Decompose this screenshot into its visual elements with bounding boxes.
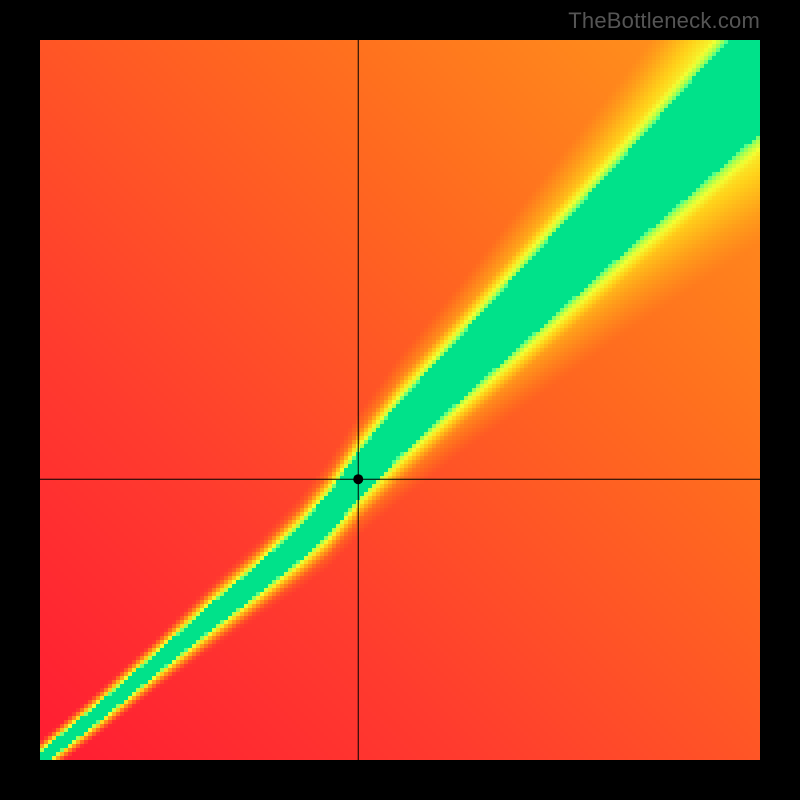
watermark-text: TheBottleneck.com [568, 8, 760, 34]
heatmap-plot [40, 40, 760, 760]
chart-frame: TheBottleneck.com [0, 0, 800, 800]
heatmap-canvas [40, 40, 760, 760]
